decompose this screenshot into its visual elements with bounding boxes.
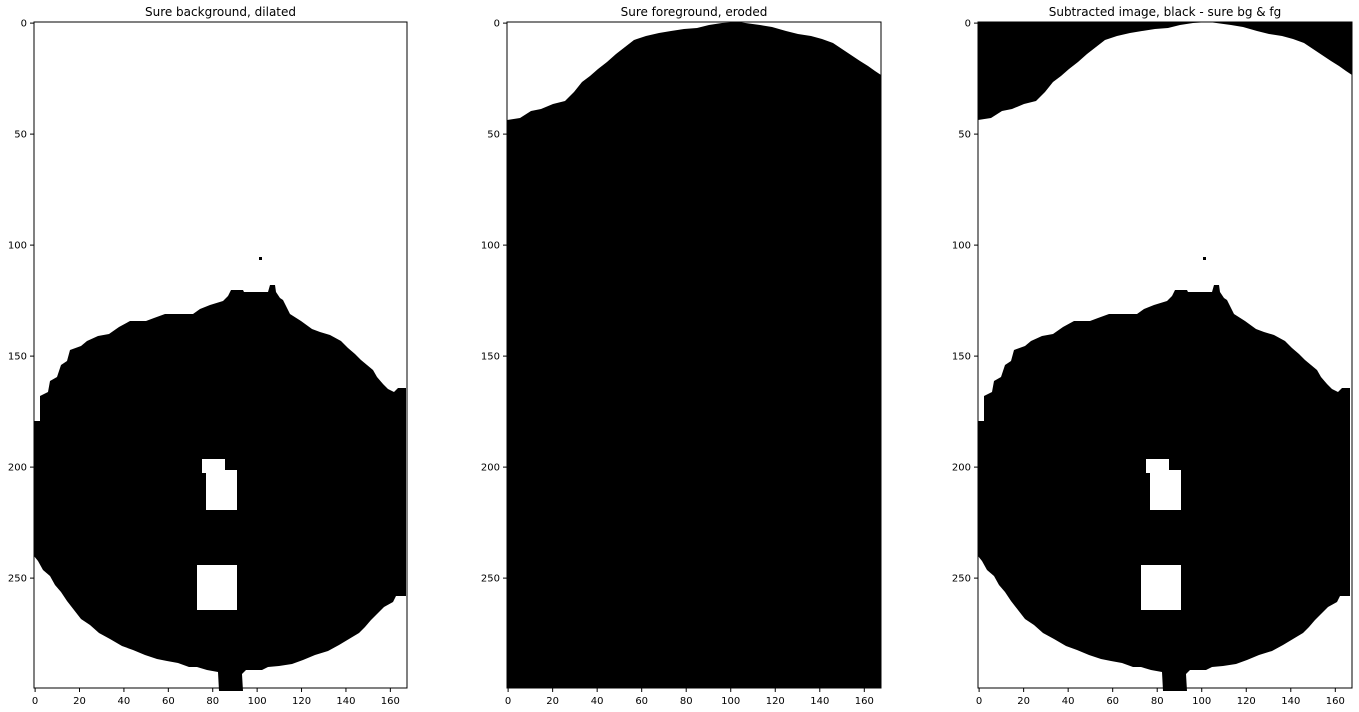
axes-frame [506, 21, 882, 689]
y-tick-label: 0 [494, 19, 500, 30]
y-tick-label: 250 [8, 574, 27, 585]
panel-1: Sure background, dilated 0 20 40 60 80 100 120 1… [8, 5, 408, 707]
x-tick-label: 160 [381, 696, 400, 707]
x-tick-label: 120 [1237, 696, 1256, 707]
x-tick-label: 140 [810, 696, 829, 707]
x-tick-label: 60 [635, 696, 648, 707]
x-tick-label: 0 [505, 696, 511, 707]
x-tick-label: 0 [32, 696, 38, 707]
y-tick-label: 0 [965, 19, 971, 30]
x-tick-label: 120 [766, 696, 785, 707]
x-tick-label: 20 [546, 696, 559, 707]
x-tick-label: 60 [162, 696, 175, 707]
x-tick-label: 100 [721, 696, 740, 707]
x-tick-label: 60 [1106, 696, 1119, 707]
y-tick-label: 250 [481, 574, 500, 585]
y-tick-label: 200 [481, 463, 500, 474]
y-tick-label: 100 [952, 241, 971, 252]
x-tick-label: 120 [292, 696, 311, 707]
x-tick-label: 20 [1017, 696, 1030, 707]
y-tick-label: 200 [952, 463, 971, 474]
y-tick-label: 200 [8, 463, 27, 474]
x-tick-label: 80 [680, 696, 693, 707]
panel-2: Sure foreground, eroded 0 20 40 60 80 100 120 14… [481, 5, 882, 707]
x-tick-label: 40 [591, 696, 604, 707]
y-tick-label: 50 [958, 130, 971, 141]
x-tick-label: 80 [206, 696, 219, 707]
panel-title: Sure foreground, eroded [621, 5, 768, 19]
axes-frame [977, 21, 1353, 689]
y-tick-label: 150 [481, 352, 500, 363]
y-tick-label: 50 [14, 130, 27, 141]
x-tick-label: 0 [976, 696, 982, 707]
y-tick-label: 100 [481, 241, 500, 252]
x-tick-label: 160 [1326, 696, 1345, 707]
y-tick-label: 150 [8, 352, 27, 363]
y-tick-label: 50 [487, 130, 500, 141]
panel-title: Subtracted image, black - sure bg & fg [1049, 5, 1282, 19]
panel-3: Subtracted image, black - sure bg & fg 0 2… [952, 5, 1353, 707]
x-tick-label: 20 [73, 696, 86, 707]
eroded-foreground-mask [507, 22, 881, 688]
y-tick-label: 150 [952, 352, 971, 363]
x-tick-label: 160 [855, 696, 874, 707]
axes-frame [33, 21, 408, 689]
x-tick-label: 80 [1151, 696, 1164, 707]
x-tick-label: 40 [1062, 696, 1075, 707]
y-tick-label: 100 [8, 241, 27, 252]
x-tick-label: 100 [248, 696, 267, 707]
x-tick-label: 40 [118, 696, 131, 707]
y-tick-label: 0 [21, 19, 27, 30]
y-tick-label: 250 [952, 574, 971, 585]
x-tick-label: 140 [336, 696, 355, 707]
panel-title: Sure background, dilated [145, 5, 296, 19]
x-tick-label: 100 [1192, 696, 1211, 707]
x-tick-label: 140 [1281, 696, 1300, 707]
